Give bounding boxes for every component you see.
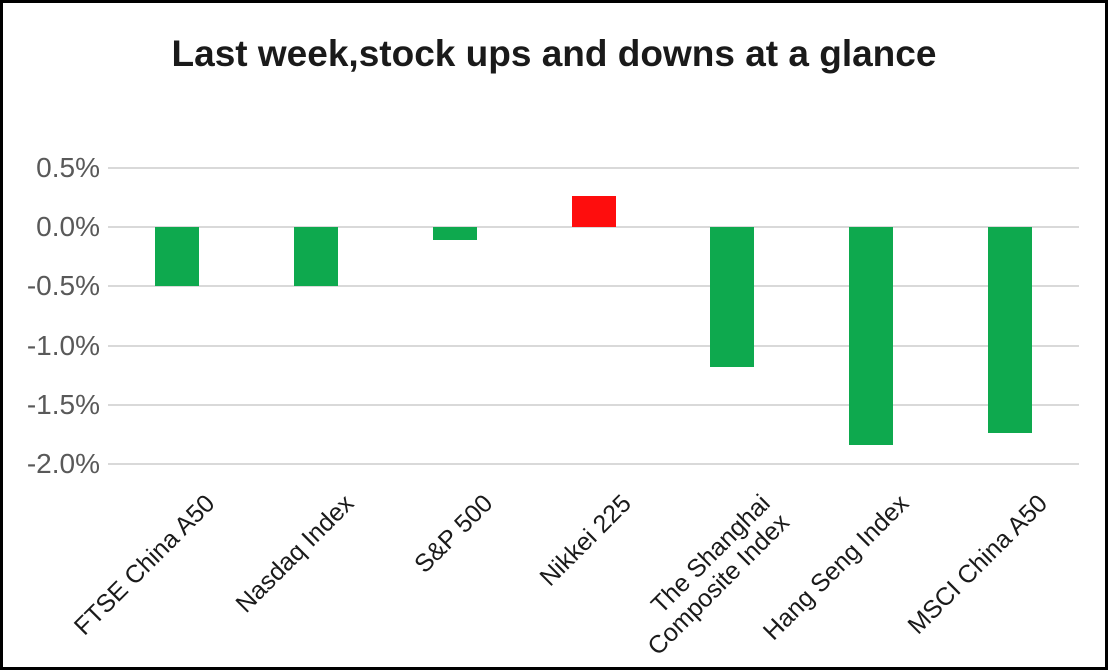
bar-s-p-500 [432, 227, 477, 241]
bar-nasdaq-index [294, 227, 339, 287]
x-axis-label-ftse-china-a50: FTSE China A50 [68, 489, 221, 641]
bar-ftse-china-a50 [155, 227, 200, 287]
x-axis-label-nasdaq-index: Nasdaq Index [230, 489, 360, 619]
y-axis-tick-label: -1.0% [26, 329, 100, 361]
gridline--1.5% [108, 403, 1079, 406]
bar-msci-china-a50 [987, 227, 1032, 434]
y-axis-tick-label: -1.5% [26, 388, 100, 420]
gridline-0.5% [108, 166, 1079, 169]
gridline--0.5% [108, 285, 1079, 288]
chart-title: Last week,stock ups and downs at a glanc… [171, 33, 937, 74]
x-axis-label-nikkei-225: Nikkei 225 [534, 489, 637, 592]
y-axis-tick-label: 0.0% [36, 211, 100, 242]
gridline--1.0% [108, 344, 1079, 347]
x-axis-label-s-p-500: S&P 500 [408, 489, 498, 579]
gridline--2.0% [108, 463, 1079, 466]
bar-the-shanghai-composite-index [710, 227, 755, 367]
x-axis-label-msci-china-a50: MSCI China A50 [902, 489, 1053, 640]
gridline-0.0% [108, 226, 1079, 228]
bar-hang-seng-index [848, 227, 893, 446]
y-axis-tick-label: -2.0% [26, 448, 100, 480]
bar-nikkei-225 [571, 196, 616, 227]
x-axis-label-hang-seng-index: Hang Seng Index [757, 489, 915, 646]
y-axis-tick-label: 0.5% [36, 151, 100, 183]
y-axis-tick-label: -0.5% [26, 270, 100, 302]
